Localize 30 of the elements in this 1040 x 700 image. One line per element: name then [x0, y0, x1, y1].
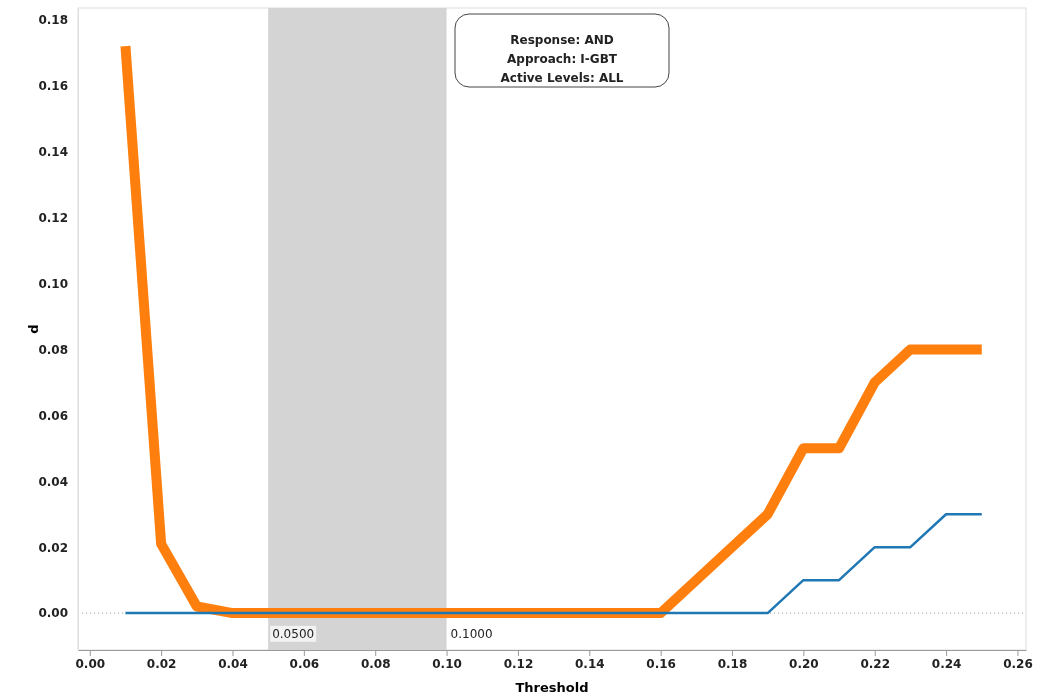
x-tick-label: 0.24	[931, 656, 962, 671]
y-tick-label: 0.12	[38, 210, 68, 225]
x-tick-label: 0.18	[717, 656, 748, 671]
annotation: 0.1000	[450, 626, 493, 641]
y-tick-label: 0.08	[38, 342, 68, 357]
x-tick-label: 0.12	[503, 656, 534, 671]
x-tick-label: 0.04	[218, 656, 248, 671]
x-tick-label: 0.06	[289, 656, 320, 671]
line-series	[124, 512, 984, 615]
annotation: 0.0500	[272, 626, 315, 641]
x-tick-label: 0.14	[574, 656, 605, 671]
x-tick-label: 0.08	[360, 656, 391, 671]
x-tick-label: 0.26	[1003, 656, 1033, 671]
x-tick-label: 0.02	[146, 656, 177, 671]
y-tick-label: 0.18	[38, 13, 68, 28]
y-tick-label: 0.10	[38, 276, 68, 291]
annotation: Response: AND Approach: I-GBT Active Levels: ALL	[500, 33, 624, 85]
y-tick-label: 0.00	[38, 606, 68, 621]
y-axis-title: d	[26, 324, 41, 334]
x-tick-label: 0.16	[646, 656, 676, 671]
y-tick-label: 0.06	[38, 408, 68, 423]
y-tick-label: 0.02	[38, 540, 68, 555]
y-tick-label: 0.14	[38, 145, 68, 160]
y-tick-label: 0.16	[38, 79, 68, 94]
y-tick-label: 0.04	[38, 474, 68, 489]
x-tick-label: 0.10	[432, 656, 462, 671]
x-tick-label: 0.22	[860, 656, 891, 671]
x-tick-label: 0.20	[789, 656, 819, 671]
x-tick-label: 0.00	[75, 656, 106, 671]
x-axis-title: Threshold	[515, 680, 589, 695]
